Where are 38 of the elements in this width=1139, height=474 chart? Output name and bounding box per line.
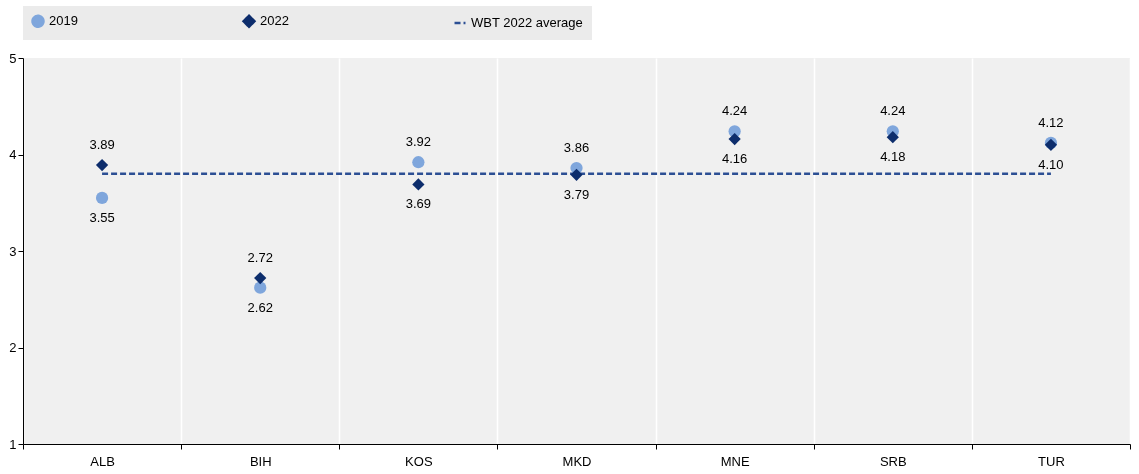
y-tick-label: 3 [9,243,17,259]
y-tick-label: 1 [9,436,17,452]
point [412,178,425,191]
data-label: 4.24 [880,103,906,119]
data-label: 3.69 [405,196,432,212]
x-tick-label: TUR [1038,453,1065,469]
y-tick-label: 4 [9,147,17,162]
point [412,156,425,169]
data-label: 4.16 [721,151,748,167]
x-tick-label: KOS [405,453,433,469]
point [254,271,267,285]
data-label: 3.92 [405,134,432,150]
x-tick-label: ALB [90,453,115,469]
x-tick-label: SRB [879,453,907,469]
data-label: 2.72 [247,250,273,266]
data-label: 3.89 [89,137,115,153]
legend-label: WBT 2022 average [471,15,583,30]
data-label: 4.10 [1038,156,1064,172]
data-label: 4.24 [721,103,748,119]
data-label: 4.18 [880,149,906,165]
legend-label: 2022 [260,13,289,29]
y-tick-label: 5 [9,50,17,66]
x-tick-label: MKD [562,453,592,469]
data-label: 3.55 [89,209,115,225]
data-label: 3.86 [563,140,590,156]
point [728,132,741,146]
data-label: 4.12 [1038,114,1064,130]
point [95,158,109,172]
x-tick-label: MNE [720,453,750,469]
data-label: 3.79 [563,186,590,202]
x-tick-label: BIH [249,453,272,469]
point [570,168,583,181]
point [254,281,267,294]
point [95,191,109,205]
point [886,131,899,144]
legend-label: 2019 [49,13,78,29]
data-label: 2.62 [247,299,273,315]
y-tick-label: 2 [9,340,17,355]
